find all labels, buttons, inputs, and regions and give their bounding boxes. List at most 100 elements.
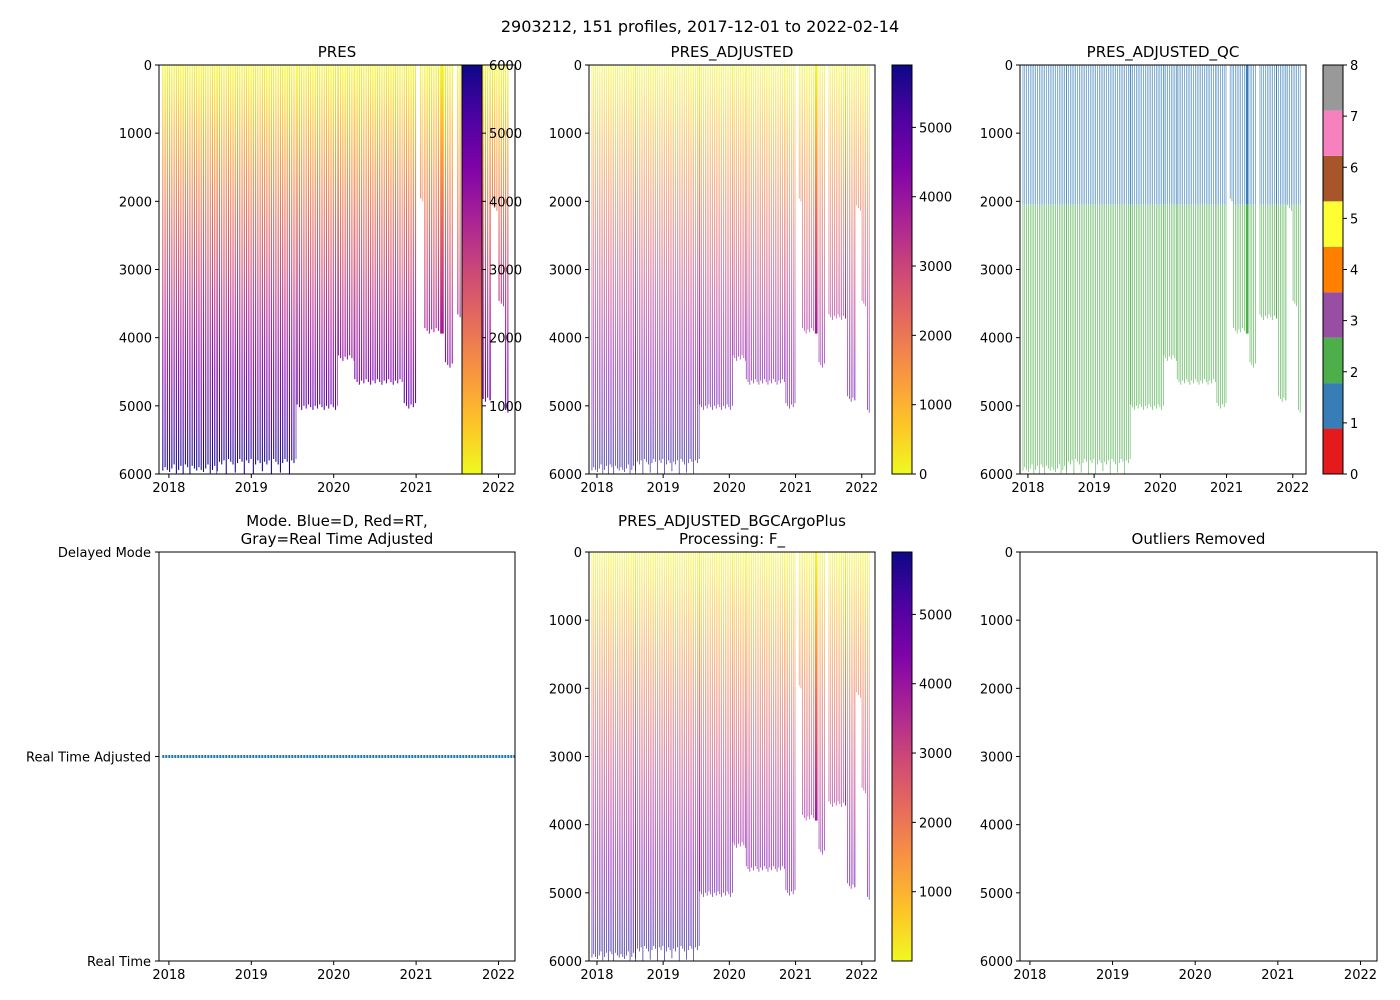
profile-bar — [424, 65, 426, 329]
profile-bar — [211, 65, 214, 470]
profile-bar — [719, 552, 721, 895]
profile-bar — [629, 65, 631, 474]
profile-qc2 — [1095, 204, 1096, 474]
profile-qc1 — [1292, 65, 1294, 205]
profile-qc1 — [1152, 65, 1153, 205]
profile-bar — [316, 65, 318, 409]
profile-bar — [609, 65, 611, 465]
profile-bar — [721, 65, 722, 410]
profile-bar — [830, 552, 832, 805]
profile-bar — [751, 65, 752, 381]
profile-bar — [805, 65, 807, 334]
x-tick-label: 2019 — [1096, 968, 1129, 983]
profile-bar — [370, 65, 372, 385]
profile-qc1 — [1108, 65, 1109, 205]
profile-bar — [451, 65, 453, 364]
profile-qc1 — [1198, 65, 1200, 205]
profile-bar — [397, 65, 399, 384]
y-tick-label: 3000 — [549, 751, 582, 766]
profile-bar — [640, 552, 642, 948]
profile-qc1 — [1118, 65, 1120, 205]
profile-bar — [753, 65, 754, 384]
y-tick-label: 3000 — [980, 264, 1013, 279]
profile-bar — [279, 65, 281, 473]
profile-bar — [660, 552, 662, 951]
profile-qc1 — [1079, 65, 1080, 205]
profile-qc1 — [1182, 65, 1183, 205]
x-tick-label: 2021 — [779, 481, 812, 496]
profile-qc1 — [1163, 65, 1164, 205]
colorbar — [461, 64, 483, 475]
profile-qc2 — [1200, 204, 1202, 381]
x-tick-label: 2019 — [647, 481, 680, 496]
profile-bar — [270, 65, 272, 474]
profile-qc2 — [1136, 204, 1137, 406]
profile-bar — [449, 65, 451, 368]
profile-bar — [264, 65, 266, 462]
profile-bar — [800, 552, 802, 689]
x-tick-label: 2022 — [845, 968, 878, 983]
profile-bar — [626, 552, 627, 956]
profile-qc2 — [1251, 204, 1253, 365]
profile-bar — [730, 552, 732, 897]
profile-bar — [818, 552, 820, 850]
profile-qc1 — [1143, 65, 1144, 205]
profile-qc2 — [1058, 204, 1060, 465]
profile-bar — [803, 552, 805, 818]
profile-qc1 — [1104, 65, 1106, 205]
profile-bar — [753, 552, 754, 871]
profile-bar — [624, 65, 625, 472]
profile-bar — [496, 65, 498, 211]
profile-qc2 — [1086, 204, 1087, 462]
profile-bar — [600, 552, 602, 952]
profile-bar — [745, 65, 747, 380]
profile-qc1 — [1109, 65, 1111, 205]
profile-qc1 — [1060, 65, 1062, 205]
profile-bar — [682, 552, 684, 949]
profile-bar — [259, 65, 261, 464]
colorbar-tick-label: 2000 — [489, 332, 522, 347]
profile-bar — [728, 65, 730, 408]
profile-qc2 — [1167, 204, 1168, 361]
profile-qc2 — [1163, 204, 1165, 356]
profile-qc2 — [1238, 204, 1240, 330]
y-tick-label: 0 — [574, 546, 582, 561]
profile-bar — [760, 65, 762, 381]
panel-title-line: Processing: F_ — [679, 530, 786, 549]
profile-qc1 — [1253, 65, 1254, 205]
profile-bar — [412, 65, 414, 408]
profile-qc1 — [1202, 65, 1203, 205]
profile-bar — [484, 65, 486, 402]
profile-qc2 — [1098, 204, 1100, 461]
profile-qc1 — [1071, 65, 1073, 205]
profile-qc2 — [1291, 204, 1292, 211]
profile-qc2 — [1104, 204, 1106, 462]
profile-bar — [813, 552, 814, 818]
profile-bar — [868, 552, 870, 900]
profile-bar — [678, 552, 680, 961]
profile-qc2 — [1102, 204, 1104, 472]
profile-bar — [741, 65, 743, 356]
profile-qc2 — [1097, 204, 1098, 465]
profile-qc1 — [1285, 65, 1287, 205]
colorbar-tick-label: 3000 — [919, 260, 952, 275]
profile-bar — [426, 65, 428, 331]
profile-bar — [415, 65, 417, 404]
profile-qc1 — [1231, 65, 1233, 202]
profile-qc2 — [1044, 204, 1046, 474]
panel-title: PRES_ADJUSTED — [671, 43, 794, 62]
profile-bar — [762, 552, 763, 871]
profile-bar — [712, 552, 713, 897]
profile-bar — [671, 65, 673, 472]
profile-bar — [697, 65, 698, 464]
profile-qc2 — [1191, 204, 1193, 381]
profile-bar — [839, 552, 841, 805]
profile-bar — [834, 65, 835, 316]
profile-bar — [684, 552, 685, 952]
profile-qc2 — [1165, 204, 1167, 359]
profile-bar — [275, 65, 277, 462]
profile-bar — [818, 65, 820, 363]
profile-bar — [756, 552, 758, 869]
profile-bar — [691, 552, 693, 949]
profile-qc1 — [1044, 65, 1046, 205]
